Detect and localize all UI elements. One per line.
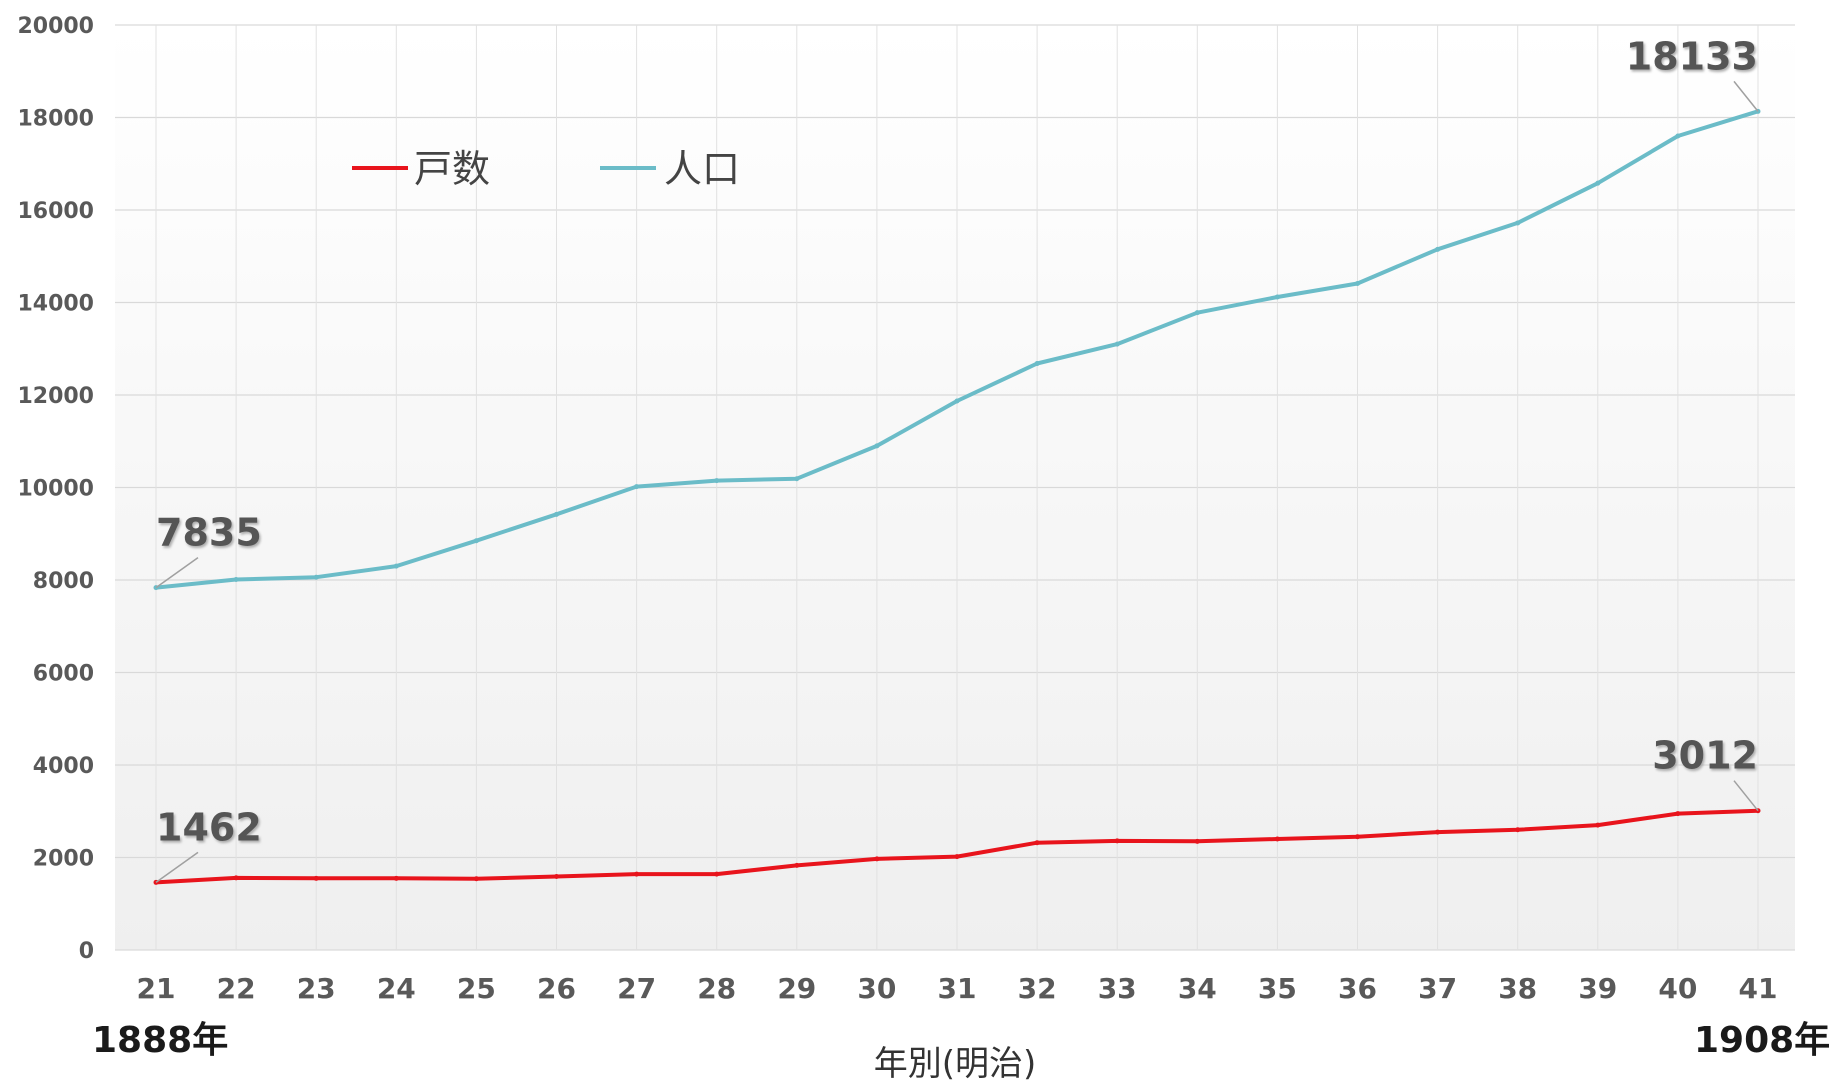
data-point [954, 398, 960, 404]
annotation-leader [155, 557, 199, 589]
legend-label-population: 人口 [664, 147, 740, 191]
x-tick-label: 37 [1418, 972, 1457, 1005]
y-tick-label: 20000 [17, 14, 94, 39]
data-point [1034, 840, 1040, 846]
annotation-leader [1733, 780, 1759, 812]
data-point [554, 511, 559, 517]
x-tick-label: 29 [777, 972, 816, 1005]
data-point [634, 871, 640, 877]
x-tick-label: 28 [697, 972, 736, 1005]
y-tick-label: 10000 [17, 477, 94, 502]
data-point [1675, 811, 1681, 817]
data-point [794, 476, 800, 482]
data-point [1675, 133, 1681, 139]
y-tick-label: 2000 [33, 847, 94, 872]
x-tick-label: 26 [537, 972, 576, 1005]
data-label: 7835 [156, 511, 262, 555]
data-label: 18133 [1626, 34, 1758, 78]
data-point [874, 856, 880, 862]
data-point [313, 875, 319, 881]
annotation-leader [155, 851, 199, 883]
start-year-label: 1888年 [92, 1020, 228, 1061]
data-point [233, 577, 239, 583]
data-point [714, 871, 720, 877]
data-point [473, 538, 479, 544]
x-tick-label: 21 [137, 972, 176, 1005]
y-tick-label: 16000 [17, 199, 94, 224]
data-point [1435, 246, 1441, 252]
data-point [1355, 834, 1360, 840]
y-tick-label: 0 [79, 939, 94, 964]
x-tick-label: 32 [1018, 972, 1057, 1005]
x-tick-label: 25 [457, 972, 496, 1005]
x-tick-label: 41 [1739, 972, 1778, 1005]
data-point [313, 574, 319, 580]
grid [115, 24, 1795, 951]
x-tick-label: 38 [1498, 972, 1537, 1005]
data-point [954, 854, 960, 860]
x-tick-label: 23 [297, 972, 336, 1005]
series-group [153, 108, 1761, 885]
data-point [634, 484, 640, 490]
annotations: 1462 3012 7835 18133 [155, 34, 1759, 883]
legend-label-households: 戸数 [414, 147, 490, 191]
y-tick-label: 6000 [33, 662, 94, 687]
x-tick-label: 36 [1338, 972, 1377, 1005]
data-point [473, 876, 479, 882]
data-point [1274, 294, 1280, 300]
data-point [393, 875, 399, 881]
data-point [1435, 829, 1441, 835]
x-tick-label: 30 [857, 972, 896, 1005]
data-point [794, 862, 800, 868]
data-label: 1462 [156, 805, 262, 849]
data-point [1274, 836, 1280, 842]
legend: 戸数 人口 [352, 147, 740, 191]
x-tick-label: 39 [1578, 972, 1617, 1005]
data-point [1194, 310, 1200, 316]
data-point [1194, 838, 1200, 844]
y-tick-label: 4000 [33, 754, 94, 779]
data-point [1355, 281, 1360, 287]
annotation-leader [1733, 80, 1759, 112]
data-point [393, 563, 399, 569]
y-axis: 0 2000 4000 6000 8000 10000 12000 14000 16000 180… [17, 14, 94, 964]
x-tick-label: 40 [1658, 972, 1697, 1005]
y-tick-label: 14000 [17, 292, 94, 317]
y-tick-label: 12000 [17, 384, 94, 409]
data-point [233, 875, 239, 881]
data-point [1515, 220, 1521, 226]
data-point [1114, 341, 1120, 347]
x-tick-label: 22 [217, 972, 256, 1005]
data-point [1595, 822, 1601, 828]
y-tick-label: 8000 [33, 569, 94, 594]
y-tick-label: 18000 [17, 107, 94, 132]
data-point [874, 443, 880, 449]
end-year-label: 1908年 [1694, 1020, 1829, 1061]
x-axis: 21 22 23 24 25 26 27 28 29 30 31 32 33 34 35 36 37 38 39 40… [137, 972, 1778, 1005]
x-axis-title: 年別(明治) [874, 1044, 1037, 1084]
data-point [1034, 361, 1040, 367]
data-point [1515, 827, 1521, 833]
data-point [1595, 180, 1601, 186]
data-point [554, 873, 559, 879]
x-tick-label: 34 [1178, 972, 1217, 1005]
x-tick-label: 31 [938, 972, 977, 1005]
x-tick-label: 35 [1258, 972, 1297, 1005]
data-label: 3012 [1652, 734, 1758, 778]
x-tick-label: 24 [377, 972, 416, 1005]
x-tick-label: 33 [1098, 972, 1137, 1005]
x-tick-label: 27 [617, 972, 656, 1005]
data-point [1114, 838, 1120, 844]
data-point [714, 478, 720, 484]
